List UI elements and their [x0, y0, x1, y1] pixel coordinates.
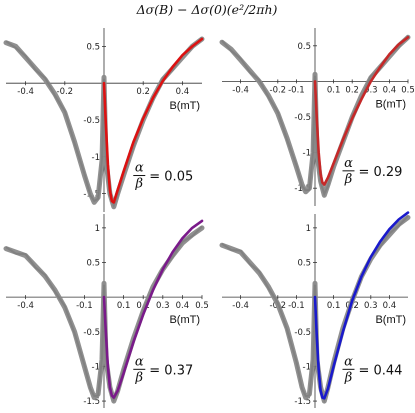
y-tick-label: -1: [92, 362, 100, 372]
x-axis-label: B(mT): [169, 314, 200, 326]
x-tick-label: 0.1: [117, 301, 131, 311]
x-axis-label: B(mT): [375, 98, 406, 110]
y-tick-label: -0.5: [83, 116, 100, 126]
x-tick-label: 0.2: [345, 85, 359, 95]
x-tick-label: -0.4: [232, 301, 249, 311]
y-tick-label: 0.5: [297, 42, 311, 52]
beta-symbol: β: [135, 177, 144, 192]
x-tick-label: -0.1: [288, 301, 305, 311]
x-tick-label: 0.2: [136, 87, 150, 97]
y-tick-label: -0.5: [294, 113, 311, 123]
alpha-symbol: α: [135, 354, 144, 369]
x-tick-label: 0.5: [401, 85, 415, 95]
x-tick-label: 0.3: [156, 301, 170, 311]
x-tick-label: 0.5: [195, 301, 209, 311]
x-tick-label: -0.1: [288, 85, 305, 95]
x-tick-label: 0.1: [327, 301, 341, 311]
ratio-value: = 0.37: [149, 363, 193, 378]
x-tick-label: 0.1: [327, 85, 341, 95]
x-tick-label: 0.4: [176, 301, 190, 311]
y-tick-label: 0.5: [86, 42, 100, 52]
fit-curve-line: [313, 36, 410, 186]
figure-title: Δσ(B) − Δσ(0)(e²/2πh): [136, 2, 278, 17]
panel-4: -0.4 -0.2 -0.1 0.1 0.2 0.3 0.4-1.5-1-0.50.51B(…: [219, 211, 411, 408]
y-tick-label: -1: [303, 362, 311, 372]
ratio-value: = 0.44: [358, 363, 402, 378]
x-tick-label: -0.4: [232, 85, 249, 95]
beta-symbol: β: [135, 370, 144, 385]
x-tick-label: -0.4: [17, 87, 34, 97]
panel-3: -0.4 -0.1 0.1 0.2 0.3 0.4 0.5-1.5-1-0.50.51B(m…: [3, 214, 209, 408]
fit-curve-line: [102, 219, 204, 399]
x-tick-label: 0.4: [176, 87, 190, 97]
y-tick-label: -0.5: [83, 328, 100, 338]
x-tick-label: 0.3: [364, 85, 378, 95]
fit-curve-line: [102, 37, 204, 204]
y-tick-label: -0.5: [294, 328, 311, 338]
x-tick-label: -0.4: [17, 301, 34, 311]
ratio-value: = 0.05: [149, 170, 193, 185]
panel-2: -0.4 -0.2 -0.1 0.1 0.2 0.3 0.4 0.5-1.5-1-0.50.5…: [219, 28, 415, 206]
x-tick-label: 0.4: [383, 85, 397, 95]
x-axis-label: B(mT): [169, 100, 200, 112]
panel-1: -0.4 -0.2 0.2 0.4-1.5-1-0.50.5B(mT)αβ = 0.05: [3, 28, 205, 212]
x-tick-label: 0.3: [364, 301, 378, 311]
alpha-symbol: α: [135, 161, 144, 176]
y-tick-label: -1.5: [83, 397, 100, 407]
y-tick-label: -1.5: [294, 397, 311, 407]
y-tick-label: 0.5: [297, 259, 311, 269]
alpha-symbol: α: [344, 156, 353, 171]
y-tick-label: -1: [303, 149, 311, 159]
measured-data-noise: [221, 35, 409, 197]
x-tick-label: -0.1: [76, 301, 93, 311]
y-tick-label: 1: [306, 224, 311, 234]
alpha-symbol: α: [344, 354, 353, 369]
beta-symbol: β: [344, 172, 353, 187]
y-tick-label: -1: [92, 153, 100, 163]
x-axis-label: B(mT): [375, 314, 406, 326]
x-tick-label: 0.4: [383, 301, 397, 311]
x-tick-label: -0.2: [270, 85, 287, 95]
x-tick-label: -0.2: [57, 87, 74, 97]
y-tick-label: 1: [95, 224, 100, 234]
fit-curve-line: [313, 211, 410, 400]
ratio-value: = 0.29: [358, 165, 402, 180]
y-tick-label: 0.5: [86, 259, 100, 269]
beta-symbol: β: [344, 370, 353, 385]
